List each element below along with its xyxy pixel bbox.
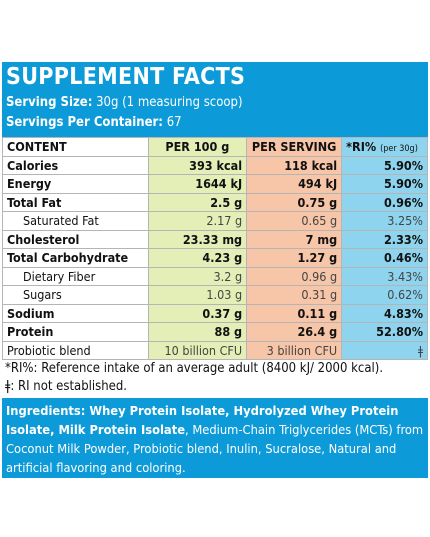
column-header: *RI% (per 30g) [341,137,428,157]
table-row: Probiotic blend 10 billion CFU 3 billion C… [2,340,428,360]
label: Servings Per Container: [6,115,163,130]
cell: Calories [2,155,149,175]
cell: 2.17 g [147,211,248,231]
cell: Probiotic blend [2,340,149,360]
table-row: Calories 393 kcal 118 kcal 5.90% [2,155,428,175]
facts-table: CONTENT PER 100 g PER SERVING *RI% (per 30g… [2,137,428,360]
value: 30g (1 measuring scoop) [96,95,243,110]
cell: 0.31 g [246,285,343,305]
column-header: PER 100 g [147,137,248,157]
table-row: Protein 88 g 26.4 g 52.80% [2,322,428,342]
table-row: Dietary Fiber 3.2 g 0.96 g 3.43% [2,266,428,286]
cell: 118 kcal [246,155,343,175]
cell: 0.96 g [246,266,343,286]
cell: 5.90% [341,155,428,175]
cell: 393 kcal [147,155,248,175]
cell: 23.33 mg [147,229,248,249]
cell: 3.25% [341,211,428,231]
cell: 2.5 g [147,192,248,212]
table-row: Sugars 1.03 g 0.31 g 0.62% [2,285,428,305]
cell: 52.80% [341,322,428,342]
cell: 5.90% [341,174,428,194]
cell: 0.75 g [246,192,343,212]
table-row: Sodium 0.37 g 0.11 g 4.83% [2,303,428,323]
cell: Saturated Fat [2,211,149,231]
cell: Cholesterol [2,229,149,249]
cell: 4.23 g [147,248,248,268]
header-note: (per 30g) [380,144,418,155]
cell: 0.96% [341,192,428,212]
cell: 1.03 g [147,285,248,305]
table-row: Total Carbohydrate 4.23 g 1.27 g 0.46% [2,248,428,268]
servings-per-container: Servings Per Container: 67 [6,115,182,130]
cell: Total Carbohydrate [2,248,149,268]
cell: 0.65 g [246,211,343,231]
cell: 0.11 g [246,303,343,323]
cell: Protein [2,322,149,342]
column-header: PER SERVING [246,137,343,157]
cell: 1.27 g [246,248,343,268]
ingredients: Ingredients: Whey Protein Isolate, Hydro… [6,402,424,478]
title: SUPPLEMENT FACTS [6,64,246,90]
cell: 26.4 g [246,322,343,342]
ingredients-text: , Medium-Chain Triglycerides (MCTs) from… [6,423,424,476]
cell: Sodium [2,303,149,323]
cell: 1644 kJ [147,174,248,194]
cell: 0.62% [341,285,428,305]
cell: 7 mg [246,229,343,249]
column-header: CONTENT [2,137,149,157]
cell: ǂ [341,340,428,360]
cell: 494 kJ [246,174,343,194]
cell: 3 billion CFU [246,340,343,360]
cell: Energy [2,174,149,194]
table-row: Saturated Fat 2.17 g 0.65 g 3.25% [2,211,428,231]
table-row: Total Fat 2.5 g 0.75 g 0.96% [2,192,428,212]
label: Serving Size: [6,95,93,110]
serving-size: Serving Size: 30g (1 measuring scoop) [6,95,243,110]
cell: Total Fat [2,192,149,212]
footnote: ǂ: RI not established. [5,379,127,394]
cell: Sugars [2,285,149,305]
cell: 88 g [147,322,248,342]
cell: 3.43% [341,266,428,286]
header-text: *RI% [346,139,377,155]
facts-panel: SUPPLEMENT FACTS Serving Size: 30g (1 me… [2,62,428,478]
value: 67 [166,115,182,130]
table-row: Cholesterol 23.33 mg 7 mg 2.33% [2,229,428,249]
table-row: Energy 1644 kJ 494 kJ 5.90% [2,174,428,194]
cell: 3.2 g [147,266,248,286]
footnote: *RI%: Reference intake of an average adu… [5,361,384,376]
footnotes: *RI%: Reference intake of an average adu… [2,360,428,398]
cell: 2.33% [341,229,428,249]
cell: Dietary Fiber [2,266,149,286]
cell: 0.46% [341,248,428,268]
cell: 0.37 g [147,303,248,323]
header-row: CONTENT PER 100 g PER SERVING *RI% (per 30g… [2,137,428,157]
cell: 4.83% [341,303,428,323]
ingredients-bold: Ingredients: Whey Protein Isolate, Hydro… [6,404,399,438]
cell: 10 billion CFU [147,340,248,360]
